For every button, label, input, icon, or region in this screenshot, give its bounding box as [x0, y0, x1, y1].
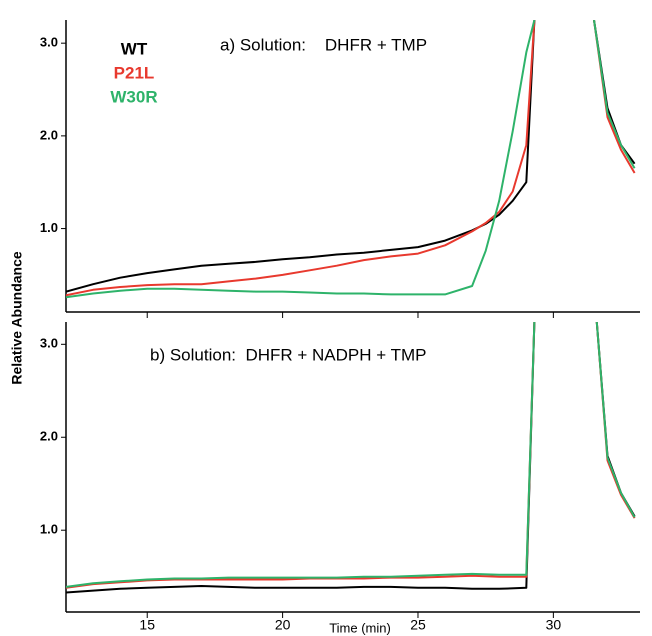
x-tick-label: 15: [139, 617, 155, 633]
series-line: [66, 20, 636, 299]
y-tick-label: 2.0: [40, 127, 58, 142]
plot-area: [66, 20, 636, 299]
series-line: [66, 20, 636, 293]
x-tick-label: 30: [546, 617, 562, 633]
x-axis-label: Time (min): [329, 620, 391, 635]
series-line: [66, 322, 636, 588]
y-axis-label: Relative Abundance: [9, 251, 25, 385]
x-tick-label: 25: [410, 617, 426, 633]
legend-label: WT: [121, 39, 148, 58]
annotation: a) Solution: DHFR + TMP: [220, 35, 427, 54]
y-tick-label: 1.0: [40, 522, 58, 537]
x-tick-label: 20: [275, 617, 291, 633]
annotation: b) Solution: DHFR + NADPH + TMP: [150, 345, 427, 364]
y-tick-label: 2.0: [40, 429, 58, 444]
y-tick-label: 1.0: [40, 220, 58, 235]
y-tick-label: 3.0: [40, 336, 58, 351]
legend-label: P21L: [114, 63, 155, 82]
y-tick-label: 3.0: [40, 35, 58, 50]
plot-area: [66, 322, 636, 594]
legend-label: W30R: [110, 87, 157, 106]
